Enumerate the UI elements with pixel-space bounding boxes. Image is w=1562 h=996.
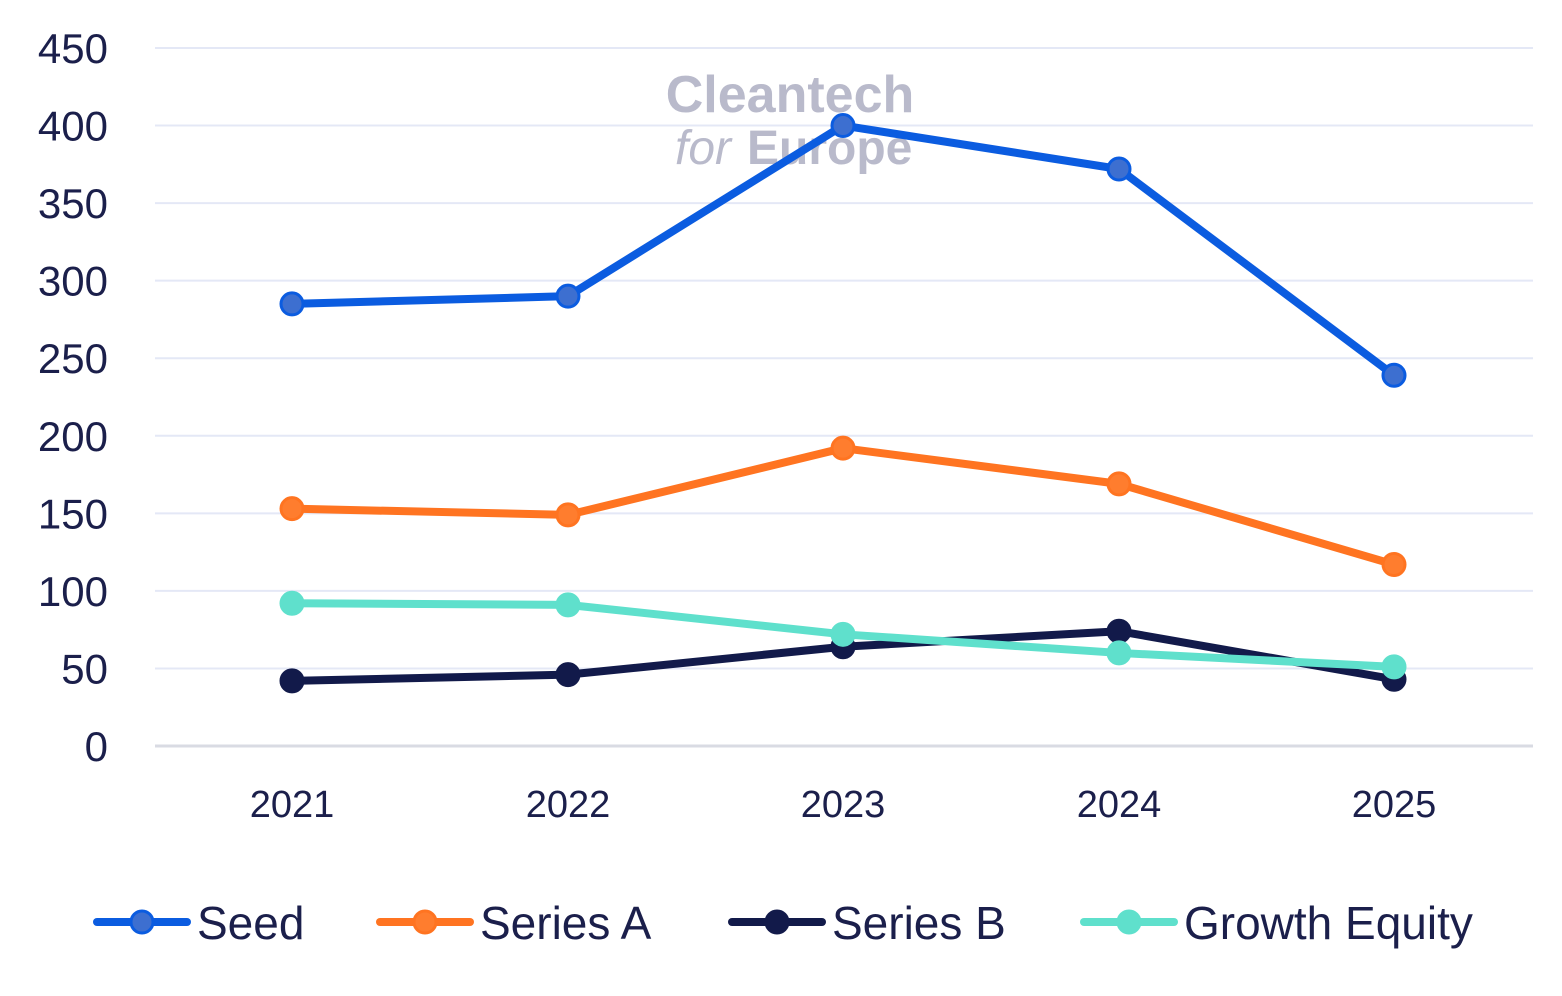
legend-swatch-marker [764,909,790,935]
x-tick-label: 2023 [801,784,886,826]
series-line [288,444,1398,569]
legend-item: Series A [376,897,652,949]
data-point [555,662,581,688]
legend-item: Growth Equity [1080,897,1473,949]
y-tick-label: 400 [38,103,108,150]
data-point [279,668,305,694]
legend-label: Growth Equity [1184,897,1473,949]
y-tick-label: 250 [38,335,108,382]
data-point [1381,552,1407,578]
series-growth-equity [279,590,1407,680]
data-point [279,590,305,616]
x-tick-label: 2024 [1077,784,1162,826]
series-series-a [279,435,1407,578]
data-point [1381,362,1407,388]
watermark-line1: Cleantech [666,66,915,124]
legend-swatch-marker [1116,909,1142,935]
data-point [830,621,856,647]
legend-swatch-marker [129,909,155,935]
legend-swatch-marker [412,909,438,935]
x-axis-ticks: 2021 2022 2023 2024 2025 [250,784,1437,826]
y-tick-label: 350 [38,180,108,227]
y-tick-label: 300 [38,258,108,305]
y-tick-label: 200 [38,413,108,460]
legend-item: Series B [728,897,1006,949]
y-tick-label: 100 [38,568,108,615]
legend-label: Series B [832,897,1006,949]
series-group [279,113,1407,694]
series-seed [279,113,1407,388]
data-point [555,502,581,528]
data-point [555,283,581,309]
data-point [555,592,581,618]
data-point [830,435,856,461]
data-point [279,496,305,522]
y-tick-label: 150 [38,490,108,537]
y-axis-ticks: 0 50 100 150 200 250 300 350 400 450 [38,25,108,770]
data-point [830,113,856,139]
x-tick-label: 2022 [526,784,611,826]
y-tick-label: 50 [61,645,108,692]
data-point [279,291,305,317]
data-point [1106,471,1132,497]
x-tick-label: 2021 [250,784,335,826]
watermark-for: for [675,122,733,175]
data-point [1106,156,1132,182]
y-tick-label: 450 [38,25,108,72]
data-point [1106,618,1132,644]
legend: Seed Series A Series B Growth Equity [93,897,1473,949]
legend-label: Seed [197,897,304,949]
legend-item: Seed [93,897,304,949]
data-point [1106,640,1132,666]
legend-label: Series A [480,897,652,949]
data-point [1381,654,1407,680]
y-tick-label: 0 [85,723,108,770]
x-tick-label: 2025 [1352,784,1437,826]
